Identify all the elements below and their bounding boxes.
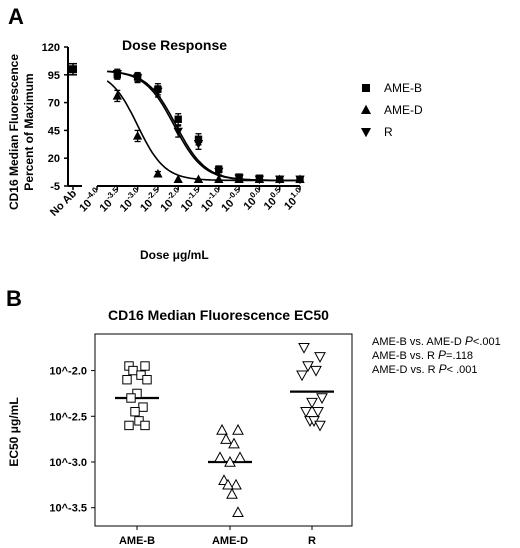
panel-a-xtick-label: 100.0 (239, 185, 267, 213)
panel-a-legend: AME-B AME-D R (360, 81, 423, 139)
panel-b-point-ame-d (232, 423, 244, 435)
panel-a-point-r (275, 175, 285, 185)
panel-a-axes: -52045709512010-4.010-3.510-3.010-2.510-… (42, 42, 308, 219)
panel-b-ylabel: EC50 μg/mL (7, 397, 21, 466)
panel-a-point-ame-d (112, 91, 122, 100)
panel-b-point-ame-d (226, 487, 238, 499)
panel-b-stat-line: AME-D vs. R P< .001 (372, 362, 478, 376)
panel-a-ytick-label: 20 (48, 153, 60, 165)
panel-b-title: CD16 Median Fluorescence EC50 (108, 307, 329, 323)
panel-a-point-r (254, 175, 265, 185)
panel-a-point-ame-b (174, 115, 182, 123)
panel-a-ytick-label: 45 (48, 125, 60, 137)
panel-b-xtick-label: AME-B (119, 535, 155, 547)
panel-a-point-r (295, 175, 305, 185)
panel-b-point-r (310, 365, 322, 377)
panel-a-point-r (214, 167, 224, 177)
panel-b-point-ame-b (138, 402, 148, 412)
panel-b-point-ame-b (140, 420, 150, 431)
panel-b-point-ame-b (126, 393, 136, 403)
panel-b-point-ame-d (222, 478, 234, 490)
panel-a-xlabel: Dose μg/mL (140, 248, 209, 262)
panel-a-ytick-label: 70 (48, 98, 60, 110)
panel-a-point-r (193, 140, 204, 149)
panel-b-axes: 10^-2.0 10^-2.5 10^-3.0 10^-3.5 AME-B AME-D R (49, 333, 353, 547)
panel-a-letter: A (8, 4, 24, 29)
panel-a-point-r (132, 74, 143, 84)
panel-a-xtick-label: 10-3.0 (116, 185, 145, 214)
panel-b-point-r (312, 407, 324, 418)
panel-a-point-ame-d (214, 174, 224, 184)
panel-b-point-ame-d (228, 437, 240, 449)
panel-b-point-r (314, 420, 326, 432)
panel-b-point-ame-d (214, 451, 226, 463)
panel-b-point-ame-b (142, 375, 152, 385)
panel-a-xtick-label: 10-2.5 (136, 185, 165, 214)
panel-b-point-r (314, 352, 326, 363)
panel-b-ytick-label: 10^-2.0 (49, 366, 87, 378)
panel-a-xtick-label: 10-0.5 (217, 185, 246, 214)
panel-b-xtick-label: R (308, 535, 316, 547)
panel-b-point-ame-d (220, 433, 232, 444)
panel-b-point-r (306, 397, 318, 409)
panel-a-title: Dose Response (122, 37, 227, 53)
panel-b-point-ame-b (122, 375, 132, 385)
panel-b-ytick-label: 10^-3.0 (49, 457, 87, 469)
panel-a-fit-r (107, 70, 300, 182)
panel-a-point-r (234, 174, 244, 184)
panel-b-xtick-label: AME-D (212, 535, 248, 547)
panel-b-point-ame-d (224, 455, 236, 467)
panel-a-point-ame-d (173, 174, 183, 184)
panel-b-ytick-label: 10^-2.5 (49, 411, 87, 423)
panel-b-point-r (300, 407, 312, 418)
panel-b-stat-line: AME-B vs. R P=.118 (372, 348, 473, 362)
panel-b-point-r (316, 393, 328, 405)
panel-b-point-ame-b (130, 407, 140, 417)
panel-a-xtick-label: 10-3.5 (95, 185, 124, 214)
panel-a-xtick-label: 101.0 (280, 185, 308, 213)
panel-a-xtick-label: 10-1.5 (177, 185, 206, 214)
panel-a-xtick-label: 10-2.0 (156, 185, 185, 214)
panel-b-stat-line: AME-B vs. AME-D P<.001 (372, 334, 501, 348)
panel-a-control-point (69, 65, 77, 74)
panel-b-point-ame-b (128, 365, 138, 376)
panel-b-ytick-label: 10^-3.5 (49, 503, 87, 515)
panel-b-plot-frame (94, 333, 353, 527)
panel-a-xtick-label: 10-4.0 (75, 185, 104, 214)
legend-label-ame-d: AME-D (384, 103, 423, 117)
panel-a-fit-ame-b (107, 70, 300, 182)
panel-a-point-r (173, 127, 183, 137)
panel-b-point-ame-d (216, 423, 228, 435)
panel-b-point-ame-b (140, 361, 150, 371)
panel-b-point-r (298, 343, 310, 354)
legend-marker-ame-d (360, 104, 372, 114)
legend-label-ame-b: AME-B (384, 81, 422, 95)
panel-a-ylabel-line1: CD16 Median Fluorescence (7, 54, 21, 210)
panel-a-point-ame-d (153, 168, 163, 178)
panel-a-ytick-label: -5 (50, 181, 60, 193)
panel-a-ytick-label: 95 (48, 70, 60, 82)
panel-a-data (69, 62, 305, 185)
panel-a-xtick-label: 100.5 (260, 185, 288, 213)
panel-a-point-ame-d (193, 174, 204, 184)
panel-b-point-ame-d (232, 506, 244, 517)
panel-b-point-ame-d (230, 478, 242, 490)
panel-a-ytick-label: 120 (42, 42, 60, 54)
panel-a-point-r (153, 87, 163, 97)
legend-label-r: R (384, 125, 393, 139)
panel-a-point-r (112, 69, 122, 79)
panel-b-point-r (296, 370, 308, 382)
legend-marker-r (360, 128, 372, 138)
panel-a-point-ame-d (132, 131, 143, 140)
legend-marker-ame-b (362, 84, 370, 92)
panel-b-letter: B (6, 286, 22, 311)
panel-b-point-ame-d (234, 451, 246, 463)
panel-a-xtick-label: 10-1.0 (197, 185, 226, 214)
panel-a-ylabel-line2: Percent of Maximum (22, 73, 36, 190)
panel-b-point-ame-b (124, 420, 134, 431)
panel-b-data (115, 343, 334, 517)
